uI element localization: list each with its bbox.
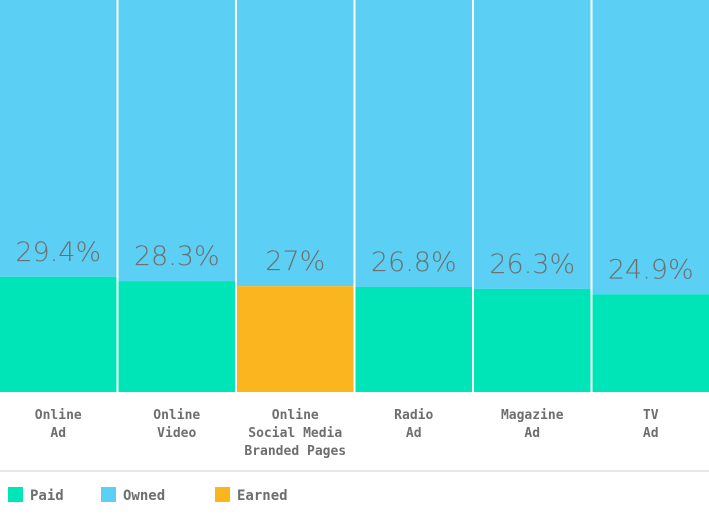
bar-owned-0 (0, 0, 117, 277)
bar-owned-1 (118, 0, 235, 282)
category-label-4-1: Ad (524, 426, 540, 441)
category-label-4-0: Magazine (501, 408, 564, 423)
legend-label-paid: Paid (30, 488, 64, 504)
category-label-3-1: Ad (406, 426, 422, 441)
bar-owned-3 (355, 0, 472, 287)
value-label-2: 27% (265, 246, 325, 277)
category-label-2-0: Online (272, 408, 319, 423)
bars-group (0, 0, 709, 392)
category-label-5-0: TV (643, 408, 659, 423)
bar-paid-0 (0, 276, 117, 392)
value-label-4: 26.3% (489, 249, 575, 280)
bar-owned-5 (592, 0, 709, 295)
category-label-0-0: Online (35, 408, 82, 423)
value-label-5: 24.9% (608, 254, 694, 285)
category-label-2-2: Branded Pages (244, 444, 346, 459)
category-label-5-1: Ad (643, 426, 659, 441)
category-label-0-1: Ad (50, 426, 66, 441)
value-labels-group: 29.4% 28.3% 27% 26.8% 26.3% 24.9% (15, 237, 693, 286)
bar-paid-5 (592, 294, 709, 392)
category-label-1-1: Video (157, 426, 196, 441)
category-label-1-0: Online (153, 408, 200, 423)
bar-paid-4 (474, 288, 591, 392)
bar-paid-1 (118, 281, 235, 392)
value-label-0: 29.4% (15, 237, 101, 268)
bar-owned-2 (237, 0, 354, 287)
legend-swatch-paid (8, 487, 23, 502)
legend-label-owned: Owned (123, 488, 165, 504)
value-label-3: 26.8% (371, 247, 457, 278)
legend-swatch-earned (215, 487, 230, 502)
category-labels-group: Online Ad Online Video Online Social Media Bra… (35, 408, 659, 459)
value-label-1: 28.3% (134, 241, 220, 272)
bar-paid-3 (355, 286, 472, 392)
category-label-2-1: Social Media (248, 426, 342, 441)
bar-owned-4 (474, 0, 591, 289)
legend: Paid Owned Earned (8, 487, 288, 504)
legend-swatch-owned (101, 487, 116, 502)
legend-label-earned: Earned (237, 488, 288, 504)
bar-earned-2 (237, 286, 354, 392)
category-label-3-0: Radio (394, 408, 433, 423)
